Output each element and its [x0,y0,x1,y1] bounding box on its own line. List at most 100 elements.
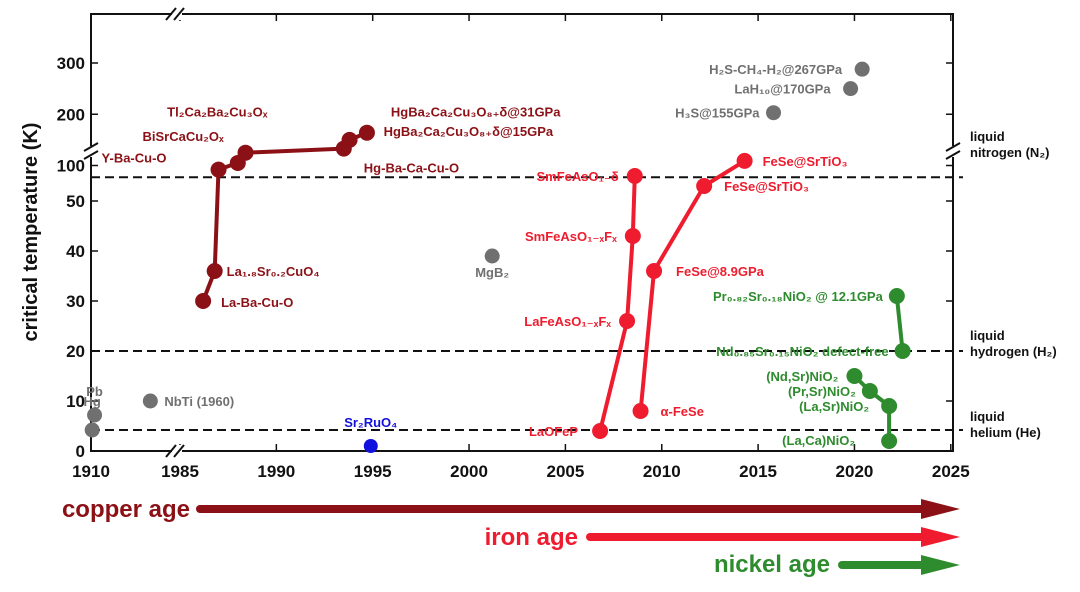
x-tick-label: 1985 [161,462,199,481]
y-tick-label: 200 [57,105,85,124]
reference-label-liquid_helium: liquid [970,409,1005,424]
x-axis-break-mark [173,444,185,458]
series-line-iron-based [598,175,637,432]
series-line-cuprates [201,169,221,302]
point-label-cuprates: BiSrCaCu₂Oₓ [142,129,224,144]
data-point-ruthenate [363,439,378,453]
x-tick-label: 2020 [836,462,874,481]
age-label-0: copper age [62,496,190,523]
point-label-conventional: Pb [86,384,103,399]
data-point-cuprates [358,124,375,141]
y-axis-break-mark [945,142,961,152]
data-point-iron-based [626,168,643,184]
y-tick-label: 30 [66,292,85,311]
point-label-nickelates: Pr₀.₈₂Sr₀.₁₈NiO₂ @ 12.1GPa [713,289,884,304]
y-axis-break-mark [83,150,99,160]
x-tick-label: 2005 [546,462,584,481]
point-label-cuprates: Y-Ba-Cu-O [102,151,167,166]
point-label-cuprates: La-Ba-Cu-O [221,295,293,310]
y-axis-label: critical temperature (K) [20,123,42,342]
y-tick-label: 300 [57,54,85,73]
data-point-conventional [843,81,859,97]
age-arrow-head [921,527,960,547]
x-tick-label: 2015 [739,462,777,481]
data-point-conventional [854,61,870,77]
point-label-iron-based: SmFeAsO₁₋δ [537,169,619,184]
reference-label-liquid_hydrogen: hydrogen (H₂) [970,344,1057,359]
series-line-nickelates [894,295,905,352]
point-label-conventional: H₂S-CH₄-H₂@267GPa [709,62,843,77]
point-label-cuprates: HgBa₂Ca₂Cu₃O₈₊δ@31GPa [391,105,561,120]
data-point-conventional [87,407,103,423]
point-label-conventional: NbTi (1960) [164,394,234,409]
age-arrow-head [921,555,960,575]
point-label-iron-based: α-FeSe [661,404,704,419]
data-point-iron-based [619,313,636,329]
y-tick-label: 40 [66,242,85,261]
x-axis-break-gap [172,445,182,457]
point-label-iron-based: FeSe@SrTiO₃ [763,154,848,169]
data-point-cuprates [206,263,223,279]
age-arrow-head [921,499,960,519]
x-tick-label: 1910 [72,462,110,481]
y-tick-label: 10 [66,392,85,411]
data-point-conventional [484,248,500,264]
point-label-nickelates: (Pr,Sr)NiO₂ [788,384,856,399]
data-point-iron-based [632,403,649,419]
point-label-iron-based: SmFeAsO₁₋ₓFₓ [525,229,617,244]
data-point-cuprates [341,131,358,148]
y-axis-break-mark [945,150,961,160]
reference-label-liquid_nitrogen: nitrogen (N₂) [970,145,1049,160]
point-label-iron-based: FeSe@8.9GPa [676,264,765,279]
y-tick-label: 20 [66,342,85,361]
data-point-iron-based [736,152,753,169]
data-point-nickelates [846,368,863,384]
y-tick-label: 100 [57,157,85,176]
x-tick-label: 2010 [643,462,681,481]
series-line-nickelates [853,374,892,441]
point-label-nickelates: (La,Ca)NiO₂ [782,433,855,448]
point-label-nickelates: (La,Sr)NiO₂ [799,399,869,414]
data-point-iron-based [592,423,609,439]
x-axis-break-mark [165,444,177,458]
point-label-cuprates: HgBa₂Ca₂Cu₃O₈₊δ@15GPa [384,124,554,139]
reference-label-liquid_hydrogen: liquid [970,328,1005,343]
data-point-iron-based [624,228,641,244]
data-point-iron-based [646,263,663,279]
point-label-conventional: H₃S@155GPa [675,106,760,121]
data-point-conventional [142,393,158,409]
series-line-iron-based [638,159,746,412]
point-label-cuprates: La₁.₈Sr₀.₂CuO₄ [227,264,320,279]
x-axis-break-gap [172,8,182,20]
data-point-nickelates [881,398,898,414]
x-tick-label: 1990 [257,462,295,481]
point-label-nickelates: Nd₀.₈₅Sr₀.₁₅NiO₂ defect-free [716,344,888,359]
point-label-iron-based: FeSe@SrTiO₃ [724,179,809,194]
point-label-iron-based: LaOFeP [529,424,578,439]
x-axis-break-mark [173,7,185,21]
point-label-cuprates: Tl₂Ca₂Ba₂Cu₃Oₓ [167,105,268,120]
data-point-nickelates [894,343,911,359]
data-point-cuprates [210,161,227,178]
y-axis-break-mark [83,142,99,152]
point-label-nickelates: (Nd,Sr)NiO₂ [766,369,838,384]
age-label-2: nickel age [714,551,830,578]
x-tick-label: 2000 [450,462,488,481]
data-point-nickelates [888,288,905,304]
data-point-cuprates [237,144,254,161]
point-label-conventional: LaH₁₀@170GPa [734,82,831,97]
point-label-cuprates: Hg-Ba-Ca-Cu-O [364,161,459,176]
data-point-nickelates [861,383,878,399]
point-label-iron-based: LaFeAsO₁₋ₓFₓ [524,314,611,329]
point-label-conventional: Hg [84,394,101,409]
plot-frame [90,13,954,452]
x-tick-label: 1995 [354,462,392,481]
reference-label-liquid_helium: helium (He) [970,425,1041,440]
x-axis-break-mark [165,7,177,21]
y-tick-label: 0 [76,442,85,461]
data-point-conventional [84,422,100,438]
point-label-conventional: MgB₂ [475,265,509,280]
y-axis-break-gap [947,146,959,157]
x-tick-label: 2025 [932,462,970,481]
